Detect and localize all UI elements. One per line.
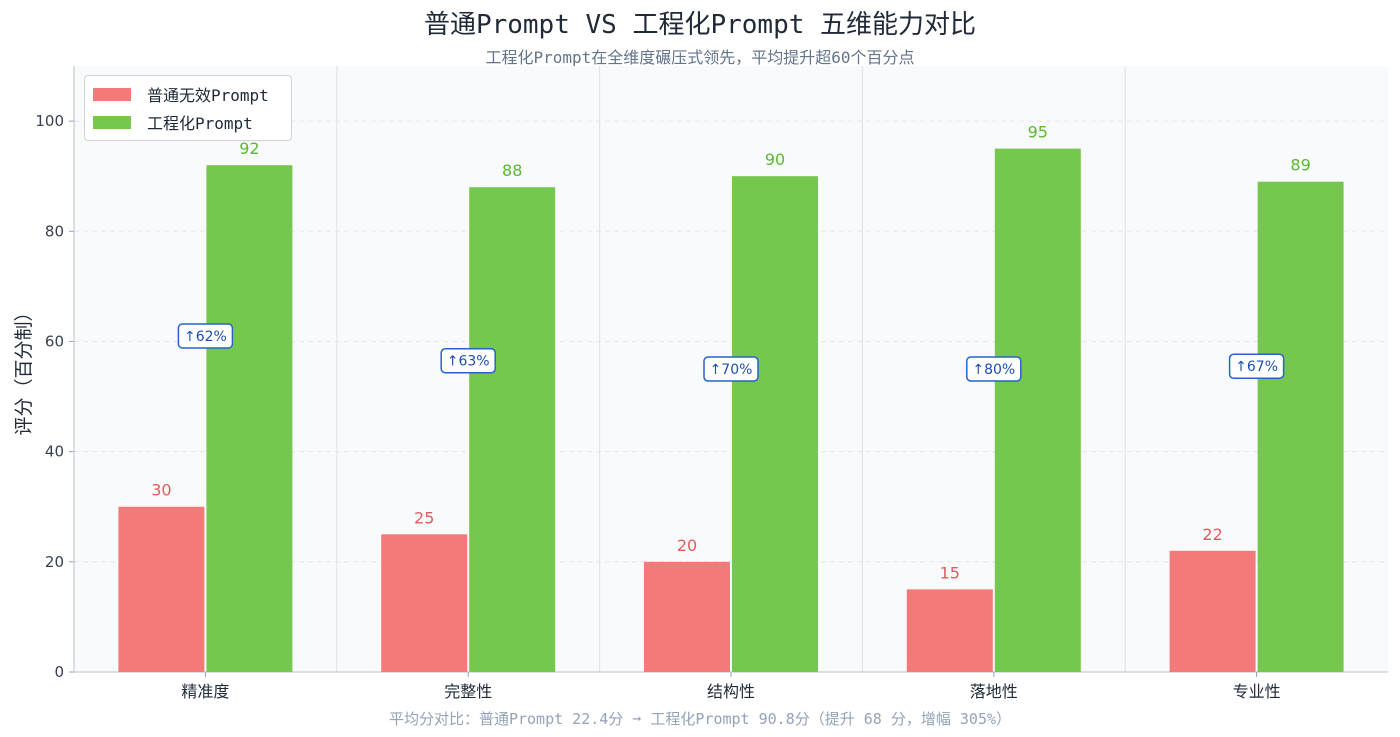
improvement-label: ↑62%: [184, 329, 227, 345]
bar-baseline: [644, 561, 730, 672]
y-tick-label: 80: [45, 222, 64, 240]
bar-engineered: [732, 176, 818, 672]
y-tick-label: 100: [35, 112, 64, 130]
bar-value-label: 20: [677, 536, 697, 555]
x-tick-label: 精准度: [181, 682, 229, 701]
legend-swatch-engineered: [93, 115, 131, 129]
bar-value-label: 30: [151, 481, 171, 500]
y-tick-label: 60: [45, 332, 64, 350]
legend-label-baseline: 普通无效Prompt: [147, 86, 269, 105]
y-tick-label: 20: [45, 553, 64, 571]
legend-item-engineered: 工程化Prompt: [93, 110, 253, 134]
improvement-badge: [1228, 353, 1285, 379]
bar-value-label: 25: [414, 508, 434, 527]
bar-value-label: 88: [502, 161, 522, 180]
bar-baseline: [1169, 550, 1256, 672]
bar-value-label: 90: [765, 150, 785, 169]
bar-baseline: [906, 589, 993, 672]
y-tick-label: 40: [45, 443, 64, 461]
bar-baseline: [381, 534, 468, 672]
bar-value-label: 95: [1028, 123, 1048, 142]
y-tick-label: 0: [54, 663, 64, 681]
bar-engineered: [1257, 181, 1344, 672]
bar-value-label: 92: [239, 139, 259, 158]
x-tick-label: 结构性: [707, 682, 755, 701]
bar-value-label: 22: [1202, 525, 1222, 544]
chart-title: 普通Prompt VS 工程化Prompt 五维能力对比: [423, 10, 977, 40]
improvement-badge: [177, 323, 234, 349]
improvement-label: ↑80%: [972, 362, 1015, 378]
bar-baseline: [118, 506, 205, 672]
legend-swatch-baseline: [93, 87, 131, 101]
improvement-badge: [703, 356, 759, 382]
x-tick-label: 专业性: [1233, 682, 1281, 701]
x-tick-label: 完整性: [444, 682, 492, 701]
chart-subtitle: 工程化Prompt在全维度碾压式领先，平均提升超60个百分点: [485, 48, 915, 67]
improvement-badge: [966, 356, 1022, 382]
improvement-badge: [440, 347, 496, 374]
y-axis-label: 评分（百分制）: [13, 302, 35, 435]
chart-legend: 普通无效Prompt 工程化Prompt: [84, 75, 292, 141]
improvement-label: ↑63%: [447, 354, 490, 370]
bar-engineered: [994, 148, 1081, 673]
average-comparison-note: 平均分对比：普通Prompt 22.4分 ➞ 工程化Prompt 90.8分（提…: [388, 710, 1012, 728]
bar-engineered: [206, 165, 293, 672]
bar-engineered: [469, 187, 556, 672]
legend-item-baseline: 普通无效Prompt: [93, 82, 269, 106]
bar-value-label: 15: [940, 563, 960, 582]
legend-label-engineered: 工程化Prompt: [147, 114, 253, 133]
x-tick-label: 落地性: [970, 682, 1018, 701]
improvement-label: ↑67%: [1235, 359, 1278, 375]
improvement-label: ↑70%: [710, 362, 753, 378]
bar-value-label: 89: [1290, 156, 1310, 175]
